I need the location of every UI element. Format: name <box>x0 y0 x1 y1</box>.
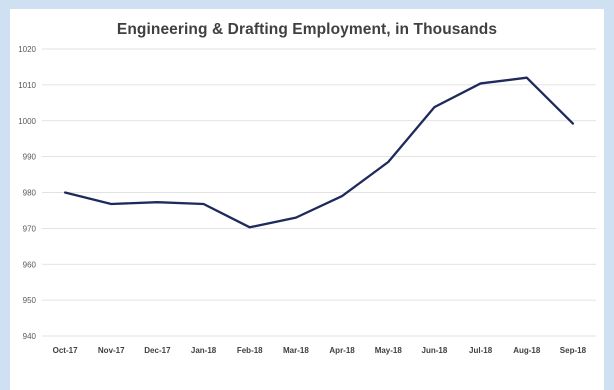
y-tick-label: 990 <box>23 153 37 162</box>
y-tick-label: 950 <box>23 296 37 305</box>
x-tick-label: Jan-18 <box>191 346 217 355</box>
x-tick-label: Jun-18 <box>422 346 448 355</box>
x-tick-label: Dec-17 <box>144 346 171 355</box>
y-tick-label: 1010 <box>18 81 36 90</box>
series-layer <box>63 76 575 229</box>
y-tick-label: 970 <box>23 224 37 233</box>
y-tick-label: 1000 <box>18 117 36 126</box>
x-tick-label: Apr-18 <box>329 346 355 355</box>
chart-title: Engineering & Drafting Employment, in Th… <box>116 21 498 38</box>
x-tick-label: Aug-18 <box>513 346 541 355</box>
x-tick-label: Feb-18 <box>237 346 263 355</box>
chart-frame: Engineering & Drafting Employment, in Th… <box>10 9 604 390</box>
y-tick-label: 1020 <box>18 45 36 54</box>
x-tick-label: Oct-17 <box>53 346 78 355</box>
line-chart: 940 950 960 970 980 990 1000 1010 1020 Oct-17 Nov… <box>18 45 596 355</box>
gridlines <box>42 48 596 337</box>
x-tick-label: Nov-17 <box>98 346 125 355</box>
x-axis-ticks: Oct-17 Nov-17 Dec-17 Jan-18 Feb-18 Mar-18 Apr-… <box>53 346 587 355</box>
x-tick-label: Jul-18 <box>469 346 493 355</box>
x-tick-label: Mar-18 <box>283 346 309 355</box>
x-tick-label: Sep-18 <box>560 346 587 355</box>
y-tick-label: 960 <box>23 260 37 269</box>
y-tick-label: 980 <box>23 189 37 198</box>
y-tick-label: 940 <box>23 332 37 341</box>
x-tick-label: May-18 <box>375 346 403 355</box>
series-line <box>63 76 575 229</box>
y-axis-ticks: 940 950 960 970 980 990 1000 1010 1020 <box>18 45 36 341</box>
